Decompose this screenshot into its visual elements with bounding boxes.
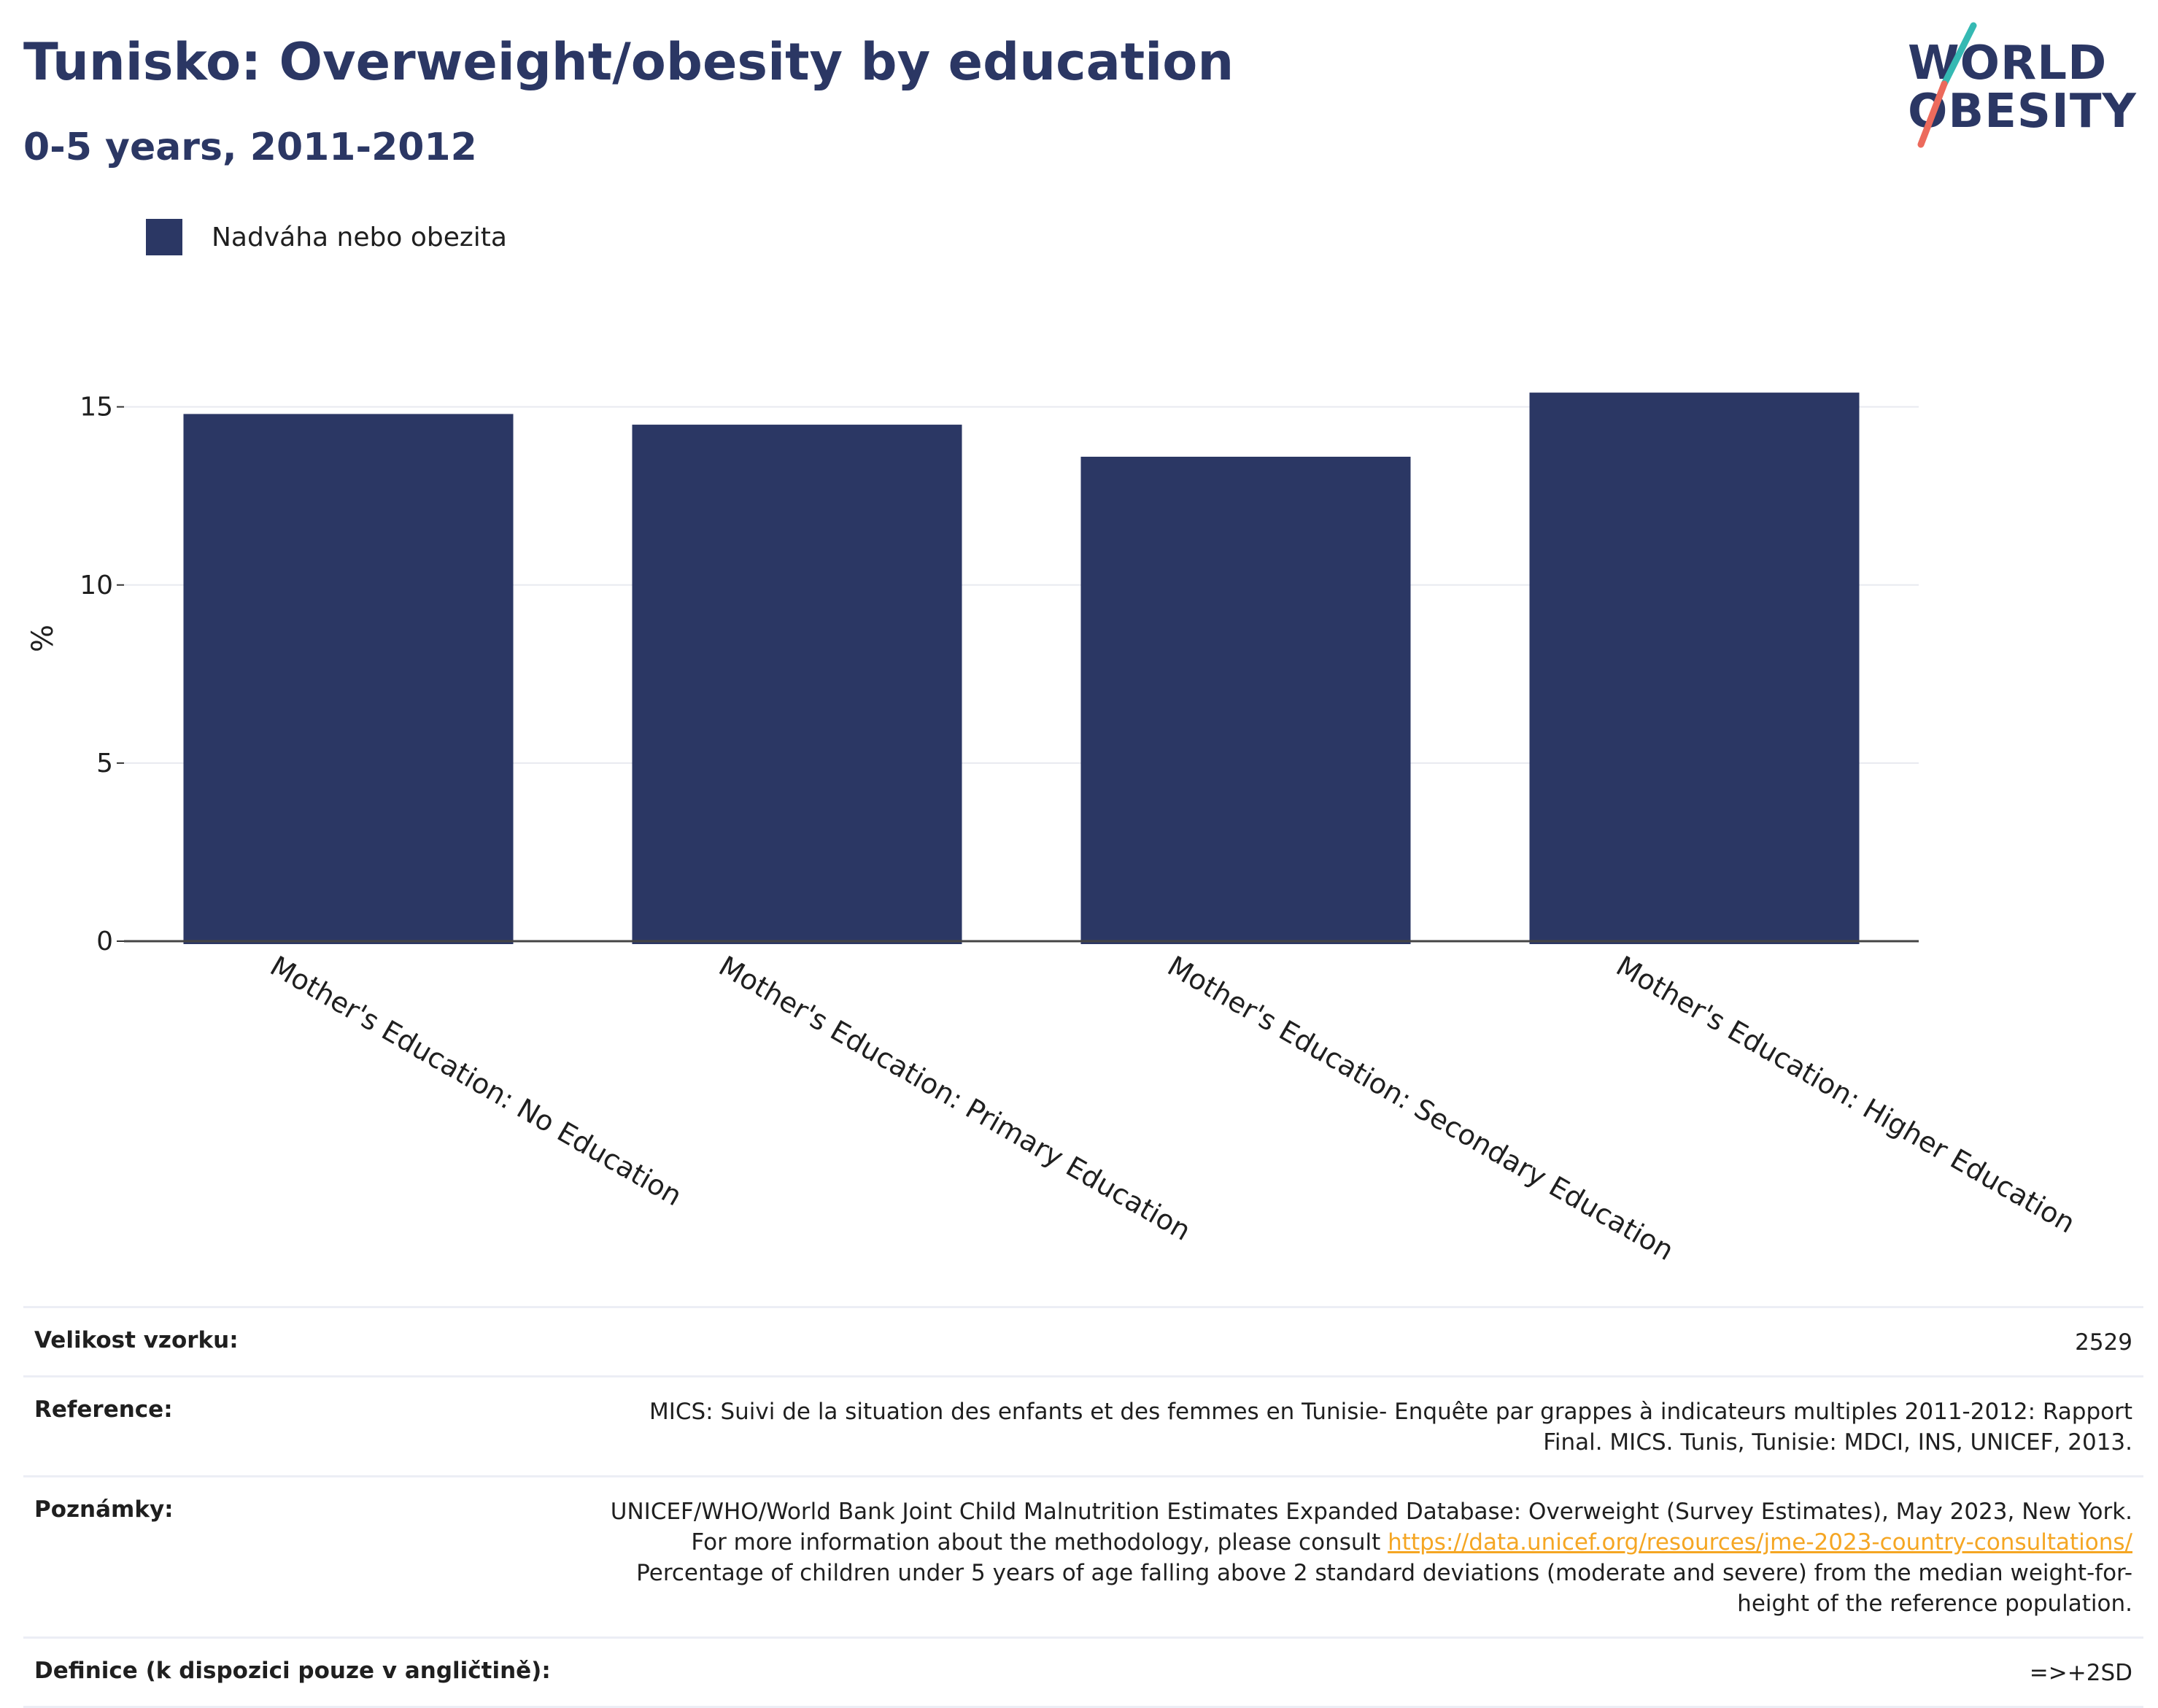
y-tick-label: 10 bbox=[80, 571, 113, 600]
chart-title: Tunisko: Overweight/obesity by education bbox=[23, 32, 1234, 92]
notes-value: UNICEF/WHO/World Bank Joint Child Malnut… bbox=[586, 1496, 2132, 1619]
sample-size-value: 2529 bbox=[2075, 1329, 2132, 1356]
chart-legend[interactable]: Nadváha nebo obezita bbox=[146, 219, 507, 255]
notes-text-after-link: Percentage of children under 5 years of … bbox=[636, 1560, 2132, 1617]
definition-value: =>+2SD bbox=[2029, 1660, 2132, 1686]
x-tick-label: Mother's Education: Higher Education bbox=[1611, 950, 2081, 1240]
bar[interactable] bbox=[1080, 457, 1411, 944]
legend-swatch bbox=[146, 219, 182, 255]
info-row-notes: Poznámky: UNICEF/WHO/World Bank Joint Ch… bbox=[23, 1477, 2143, 1639]
definition-label: Definice (k dispozici pouze v angličtině… bbox=[34, 1658, 551, 1684]
x-tick-label: Mother's Education: Primary Education bbox=[713, 950, 1196, 1247]
x-tick-label: Mother's Education: No Education bbox=[265, 950, 687, 1213]
bar[interactable] bbox=[632, 425, 962, 944]
info-row-reference: Reference: MICS: Suivi de la situation d… bbox=[23, 1377, 2143, 1477]
y-axis-label: % bbox=[26, 625, 60, 652]
sample-size-label: Velikost vzorku: bbox=[34, 1327, 239, 1353]
world-obesity-logo: WORLD OBESITY bbox=[1908, 22, 2141, 150]
chart-subtitle: 0-5 years, 2011-2012 bbox=[23, 125, 477, 169]
notes-label: Poznámky: bbox=[34, 1496, 174, 1523]
info-row-definition: Definice (k dispozici pouze v angličtině… bbox=[23, 1639, 2143, 1708]
bar[interactable] bbox=[183, 414, 514, 944]
bar[interactable] bbox=[1529, 393, 1860, 944]
legend-label: Nadváha nebo obezita bbox=[212, 222, 507, 252]
reference-label: Reference: bbox=[34, 1396, 173, 1423]
methodology-link[interactable]: https://data.unicef.org/resources/jme-20… bbox=[1388, 1529, 2132, 1556]
logo-text-obesity: OBESITY bbox=[1908, 85, 2137, 139]
info-row-sample-size: Velikost vzorku: 2529 bbox=[23, 1308, 2143, 1377]
y-tick-label: 5 bbox=[96, 749, 113, 778]
y-tick-label: 0 bbox=[96, 927, 113, 957]
notes-text-before-link: UNICEF/WHO/World Bank Joint Child Malnut… bbox=[610, 1499, 2132, 1556]
reference-value: MICS: Suivi de la situation des enfants … bbox=[649, 1399, 2132, 1456]
logo-slash-icon bbox=[1917, 22, 1977, 148]
y-tick-label: 15 bbox=[80, 393, 113, 422]
x-tick-label: Mother's Education: Secondary Education bbox=[1162, 950, 1679, 1267]
logo-text-world: WORLD bbox=[1908, 36, 2108, 90]
info-table: Velikost vzorku: 2529 Reference: MICS: S… bbox=[23, 1306, 2143, 1708]
